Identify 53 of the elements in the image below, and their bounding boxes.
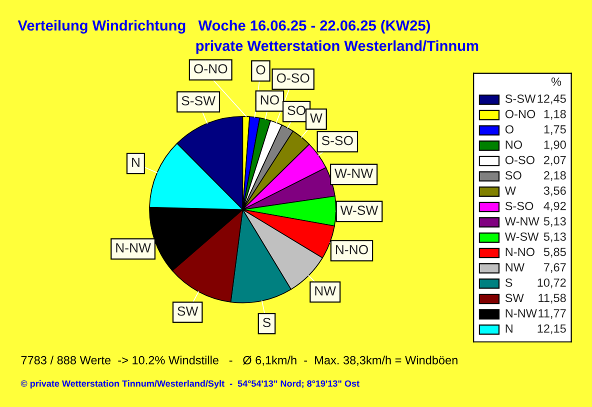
slice-label: NO bbox=[260, 95, 279, 105]
legend-label: S-SO bbox=[505, 202, 534, 210]
data-label: 5,13 bbox=[544, 217, 566, 227]
data-label: 5,85 bbox=[544, 248, 566, 258]
chart-title: Verteilung Windrichtung Woche 16.06.25 - 22.06.25 (KW25) bbox=[18, 20, 430, 34]
legend-label: NO bbox=[506, 140, 522, 149]
legend-label: O-NO bbox=[505, 110, 536, 118]
legend-label: O-SO bbox=[505, 156, 534, 164]
legend-label: N bbox=[506, 324, 512, 333]
data-label: 1,18 bbox=[544, 110, 566, 120]
legend-label: SO bbox=[505, 171, 522, 180]
slice-label: SO bbox=[288, 106, 306, 116]
slice-label: N-NO bbox=[336, 244, 368, 254]
slice-label: SW bbox=[178, 306, 198, 316]
legend-label: S bbox=[505, 278, 512, 287]
data-label: 10,72 bbox=[538, 278, 566, 288]
legend-label: W-NW bbox=[504, 217, 540, 226]
slice-label: S bbox=[262, 318, 271, 328]
legend-label: N-NO bbox=[506, 248, 534, 256]
legend-label: NW bbox=[506, 263, 524, 272]
data-label: 11,77 bbox=[538, 309, 566, 319]
legend-label: SW bbox=[505, 294, 524, 302]
data-label: 3,56 bbox=[544, 186, 566, 196]
legend-label: S-SW bbox=[505, 94, 536, 103]
data-label: 1,90 bbox=[544, 140, 566, 150]
slice-label: W bbox=[310, 114, 322, 123]
slice-label: O-SO bbox=[276, 73, 310, 83]
slice-label: S-SW bbox=[182, 96, 216, 106]
legend-label: W bbox=[504, 186, 516, 195]
legend-label: N-NW bbox=[506, 309, 537, 318]
text: © private Wetterstation Tinnum/Westerland/Sylt - 54°54'13" Nord; 8°19'13" Ost bbox=[20, 380, 360, 389]
data-label: 5,13 bbox=[544, 232, 566, 242]
chart-subtitle: private Wetterstation Westerland/Tinnum bbox=[196, 40, 478, 54]
data-label: 11,58 bbox=[538, 294, 566, 304]
slice-label: O bbox=[256, 65, 266, 74]
data-label: 12,15 bbox=[538, 324, 566, 334]
slice-label: O-NO bbox=[194, 64, 228, 74]
slice-label: W-SW bbox=[340, 206, 378, 215]
slice-label: N bbox=[132, 158, 140, 167]
slice-label: S-SO bbox=[322, 136, 353, 146]
text: 7783 / 888 Werte -> 10.2% Windstille - Ø 6,1km/h - Max. 38,3km/h = Windböen bbox=[21, 356, 458, 366]
data-label: 1,75 bbox=[544, 125, 566, 135]
data-label: 12,45 bbox=[538, 94, 566, 104]
data-label: 2,07 bbox=[544, 156, 566, 166]
slice-label: N-NW bbox=[116, 243, 151, 252]
slice-label: NW bbox=[315, 286, 336, 296]
data-label: 4,92 bbox=[544, 202, 566, 212]
slice-label: W-NW bbox=[334, 168, 374, 178]
legend-label: W-SW bbox=[504, 232, 539, 241]
legend-title: % bbox=[551, 78, 562, 86]
data-label: 7,67 bbox=[544, 263, 566, 273]
legend-label: O bbox=[505, 125, 514, 134]
data-label: 2,18 bbox=[544, 171, 566, 181]
